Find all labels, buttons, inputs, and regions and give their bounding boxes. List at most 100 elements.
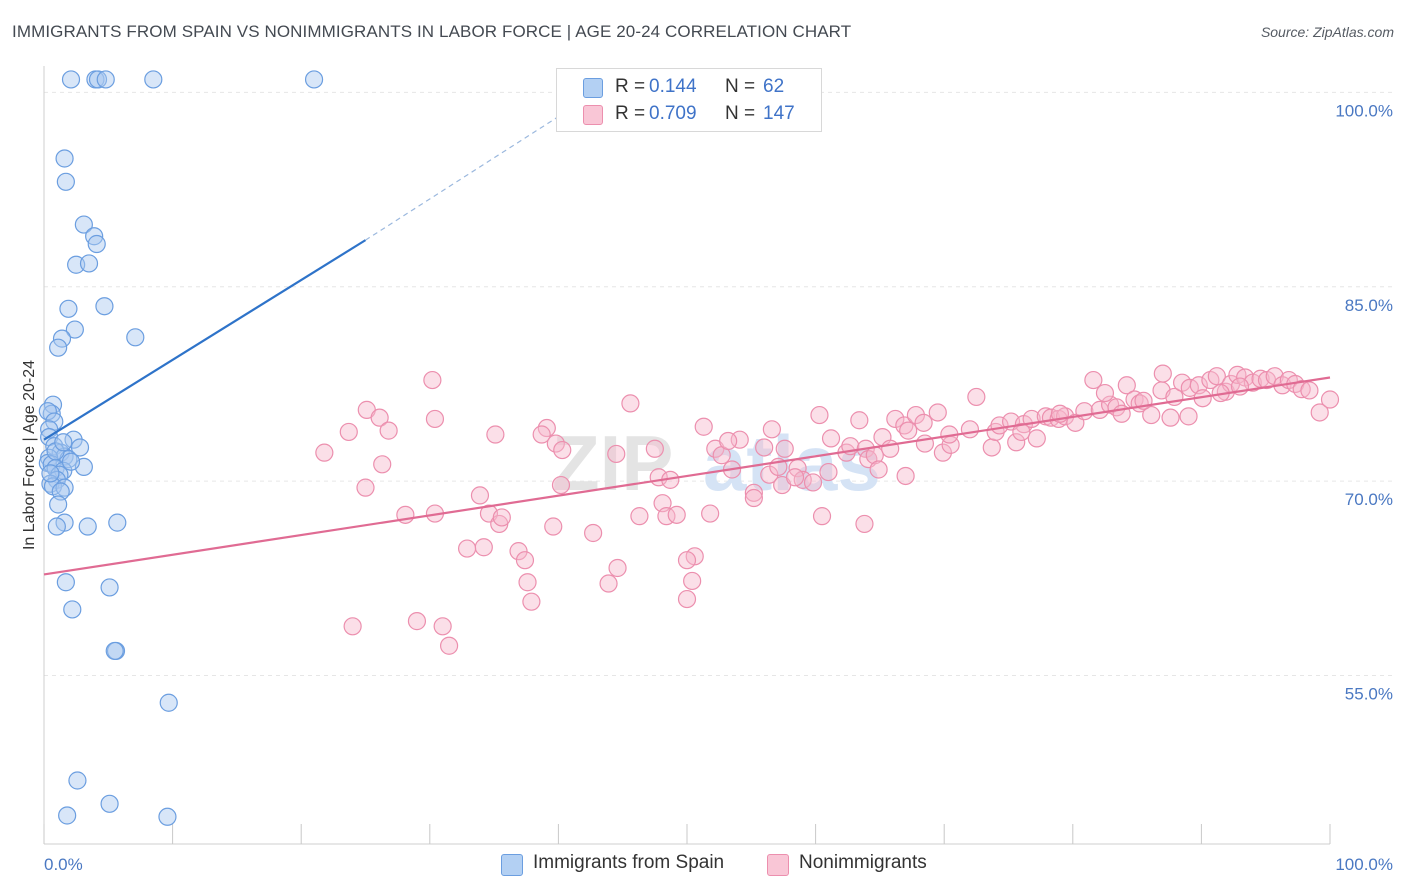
series-nonimmigrants	[315, 364, 1340, 655]
data-point-nonimmigrant	[457, 539, 477, 558]
data-point-nonimmigrant	[407, 612, 427, 631]
data-point-spain	[74, 215, 93, 234]
data-point-nonimmigrant	[730, 430, 749, 449]
data-point-nonimmigrant	[810, 405, 829, 425]
data-point-nonimmigrant	[855, 514, 874, 534]
data-point-nonimmigrant	[1292, 380, 1311, 399]
data-point-nonimmigrant	[370, 408, 389, 427]
x-tick-label-max: 100.0%	[1335, 855, 1393, 874]
data-point-spain	[49, 495, 68, 514]
y-tick-label: 100.0%	[1335, 101, 1393, 120]
data-point-nonimmigrant	[1012, 422, 1031, 442]
data-point-nonimmigrant	[1084, 370, 1103, 390]
watermark: ZIP atlas	[552, 419, 881, 507]
data-point-spain	[79, 254, 99, 273]
data-point-nonimmigrant	[630, 507, 649, 526]
data-point-spain	[56, 172, 75, 191]
data-point-nonimmigrant	[608, 558, 627, 578]
data-point-nonimmigrant	[850, 411, 869, 430]
data-point-nonimmigrant	[356, 478, 375, 497]
chart-title: IMMIGRANTS FROM SPAIN VS NONIMMIGRANTS I…	[12, 22, 852, 41]
data-point-spain	[159, 693, 178, 712]
axes	[43, 66, 1331, 845]
data-point-nonimmigrant	[821, 429, 841, 448]
series-immigrants-from-spain	[38, 70, 324, 826]
data-point-nonimmigrant	[544, 517, 563, 536]
data-point-spain	[58, 806, 77, 825]
data-point-spain	[68, 771, 87, 790]
data-point-nonimmigrant	[607, 444, 626, 464]
trend-line-nonimmigrants	[43, 376, 1331, 576]
data-point-nonimmigrant	[1153, 364, 1172, 383]
data-point-nonimmigrant	[701, 504, 720, 523]
data-point-nonimmigrant	[339, 422, 358, 442]
legend-r-value: 0.144	[649, 76, 697, 97]
legend-row-spain: R = 0.144 N = 62	[557, 74, 821, 100]
data-point-nonimmigrant	[785, 468, 805, 487]
legend-label-spain: Immigrants from Spain	[533, 852, 725, 873]
legend-swatch-blue	[501, 854, 523, 876]
data-point-spain	[59, 299, 78, 318]
data-point-nonimmigrant	[1300, 381, 1319, 400]
data-point-nonimmigrant	[492, 508, 511, 527]
trend-line-spain	[43, 239, 367, 441]
data-point-nonimmigrant	[1265, 367, 1284, 386]
data-point-nonimmigrant	[775, 439, 794, 458]
data-point-nonimmigrant	[677, 589, 697, 609]
data-point-nonimmigrant	[515, 551, 535, 570]
data-point-spain	[38, 402, 57, 421]
data-point-spain	[49, 338, 68, 357]
legend-swatch-blue	[583, 78, 603, 98]
data-point-spain	[304, 70, 324, 89]
data-point-spain	[100, 794, 119, 813]
data-point-nonimmigrant	[967, 387, 986, 407]
data-point-spain	[61, 70, 81, 89]
data-point-nonimmigrant	[522, 592, 541, 611]
data-point-nonimmigrant	[423, 370, 442, 390]
data-point-spain	[158, 807, 177, 826]
data-point-nonimmigrant	[486, 425, 505, 444]
data-point-spain	[67, 255, 86, 274]
data-point-nonimmigrant	[819, 462, 838, 482]
legend-row-nonimmigrants: R = 0.709 N = 147	[557, 101, 821, 127]
series-legend: Immigrants from Spain Nonimmigrants	[0, 852, 1406, 878]
legend-r-label: R =	[615, 76, 646, 97]
data-point-spain	[55, 149, 74, 168]
trend-line-spain-extension	[365, 99, 585, 241]
data-point-nonimmigrant	[433, 617, 452, 636]
data-point-nonimmigrant	[1027, 429, 1046, 448]
legend-swatch-pink	[583, 105, 603, 125]
data-point-nonimmigrant	[645, 439, 664, 458]
x-tick-label-min: 0.0%	[44, 855, 83, 874]
y-axis-label: In Labor Force | Age 20-24	[21, 360, 38, 550]
data-point-spain	[88, 70, 108, 89]
data-point-nonimmigrant	[744, 483, 763, 502]
data-point-nonimmigrant	[881, 439, 900, 458]
data-point-nonimmigrant	[373, 455, 392, 474]
data-point-nonimmigrant	[803, 473, 823, 492]
data-point-nonimmigrant	[439, 636, 459, 655]
data-point-spain	[96, 70, 115, 89]
y-tick-label: 55.0%	[1345, 685, 1393, 704]
data-point-nonimmigrant	[755, 438, 774, 457]
legend-n-label: N =	[725, 76, 756, 97]
data-point-spain	[41, 464, 60, 483]
data-point-nonimmigrant	[599, 574, 618, 593]
data-point-nonimmigrant	[379, 421, 398, 440]
data-point-nonimmigrant	[315, 443, 334, 462]
data-point-spain	[144, 70, 163, 89]
data-point-spain	[78, 517, 97, 536]
tick-labels: 100.0% 85.0% 70.0% 55.0% 0.0% 100.0% In Labor …	[21, 101, 1393, 874]
data-point-nonimmigrant	[1007, 433, 1026, 452]
data-point-spain	[46, 442, 65, 461]
data-point-nonimmigrant	[886, 409, 905, 429]
data-point-nonimmigrant	[1095, 383, 1115, 403]
data-point-nonimmigrant	[869, 460, 888, 479]
data-point-nonimmigrant	[677, 551, 697, 570]
legend-n-value: 62	[763, 76, 785, 97]
data-point-nonimmigrant	[1310, 403, 1329, 422]
data-point-spain	[54, 433, 73, 452]
data-point-nonimmigrant	[546, 434, 565, 453]
data-point-nonimmigrant	[719, 431, 738, 451]
